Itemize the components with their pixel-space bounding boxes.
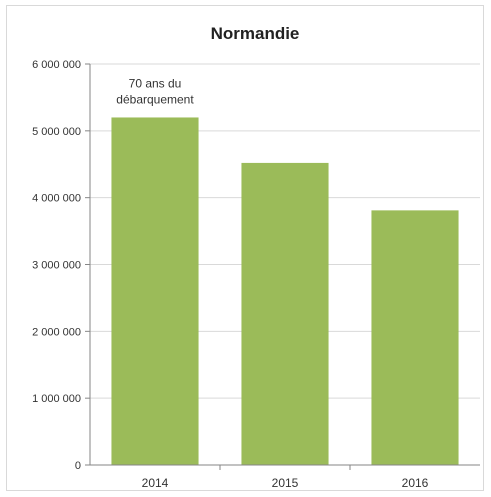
bar-annotation: débarquement: [116, 92, 194, 106]
y-tick-label: 5 000 000: [32, 126, 81, 138]
y-tick-label: 2 000 000: [32, 326, 81, 338]
y-tick-label: 3 000 000: [32, 260, 81, 272]
y-tick-label: 4 000 000: [32, 193, 81, 205]
labels: 0 1 000 000 2 000 000 3 000 000 4 000 000 5 0…: [32, 59, 429, 490]
axes: [85, 63, 480, 470]
x-tick-label: 2016: [402, 476, 429, 490]
bar-2014: [111, 117, 199, 465]
y-tick-label: 1 000 000: [32, 393, 81, 405]
y-tick-label: 6 000 000: [32, 59, 81, 71]
y-tick-label: 0: [75, 460, 81, 472]
bar-annotation: 70 ans du: [129, 76, 182, 90]
bars: [111, 117, 459, 465]
chart-title: Normandie: [211, 24, 300, 43]
bar-2015: [241, 162, 329, 465]
x-tick-label: 2015: [272, 476, 299, 490]
x-tick-label: 2014: [142, 476, 169, 490]
bar-2016: [371, 210, 459, 465]
